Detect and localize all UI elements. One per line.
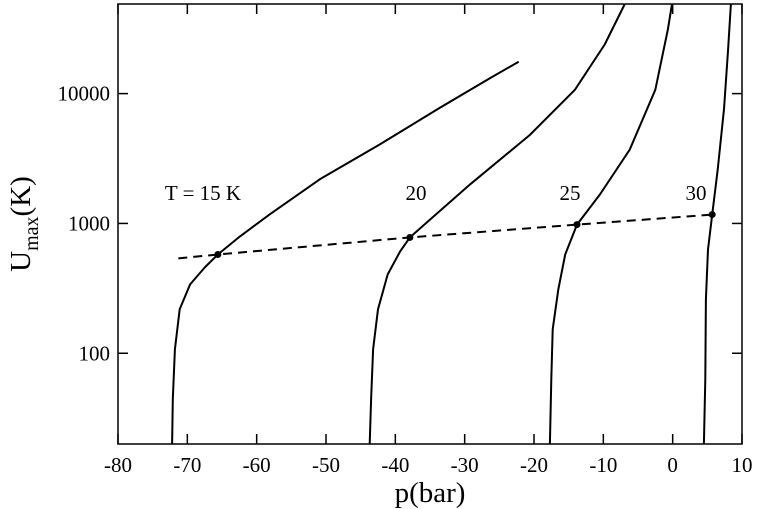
annotation: 25 <box>560 181 581 205</box>
x-tick-label: 10 <box>732 453 753 477</box>
x-tick-label: -70 <box>173 453 201 477</box>
x-axis-label: p(bar) <box>395 477 466 509</box>
x-tick-label: -20 <box>520 453 548 477</box>
y-axis-label: Umax(K) <box>5 176 43 272</box>
plot-frame <box>117 3 743 445</box>
data-point <box>573 221 581 229</box>
curve <box>702 3 732 445</box>
y-label-main: U <box>5 251 37 272</box>
dashed-line <box>178 213 713 260</box>
x-tick-label: -60 <box>243 453 271 477</box>
annotation: 30 <box>686 181 707 205</box>
data-point <box>406 233 414 241</box>
x-tick-label: 0 <box>667 453 678 477</box>
data-point <box>708 211 716 219</box>
y-tick-label: 1000 <box>68 211 110 235</box>
annotation: 20 <box>406 181 427 205</box>
y-tick-label: 100 <box>79 341 111 365</box>
y-label-sub: max <box>21 216 43 250</box>
curve <box>171 60 520 445</box>
curve <box>548 3 673 445</box>
data-point <box>214 251 222 259</box>
x-tick-label: -50 <box>312 453 340 477</box>
x-tick-label: -10 <box>589 453 617 477</box>
x-tick-label: -80 <box>104 453 132 477</box>
y-tick-label: 10000 <box>58 82 111 106</box>
y-label-unit: (K) <box>5 176 37 216</box>
x-tick-label: -30 <box>451 453 479 477</box>
annotation: T = 15 K <box>165 181 241 205</box>
x-tick-label: -40 <box>381 453 409 477</box>
